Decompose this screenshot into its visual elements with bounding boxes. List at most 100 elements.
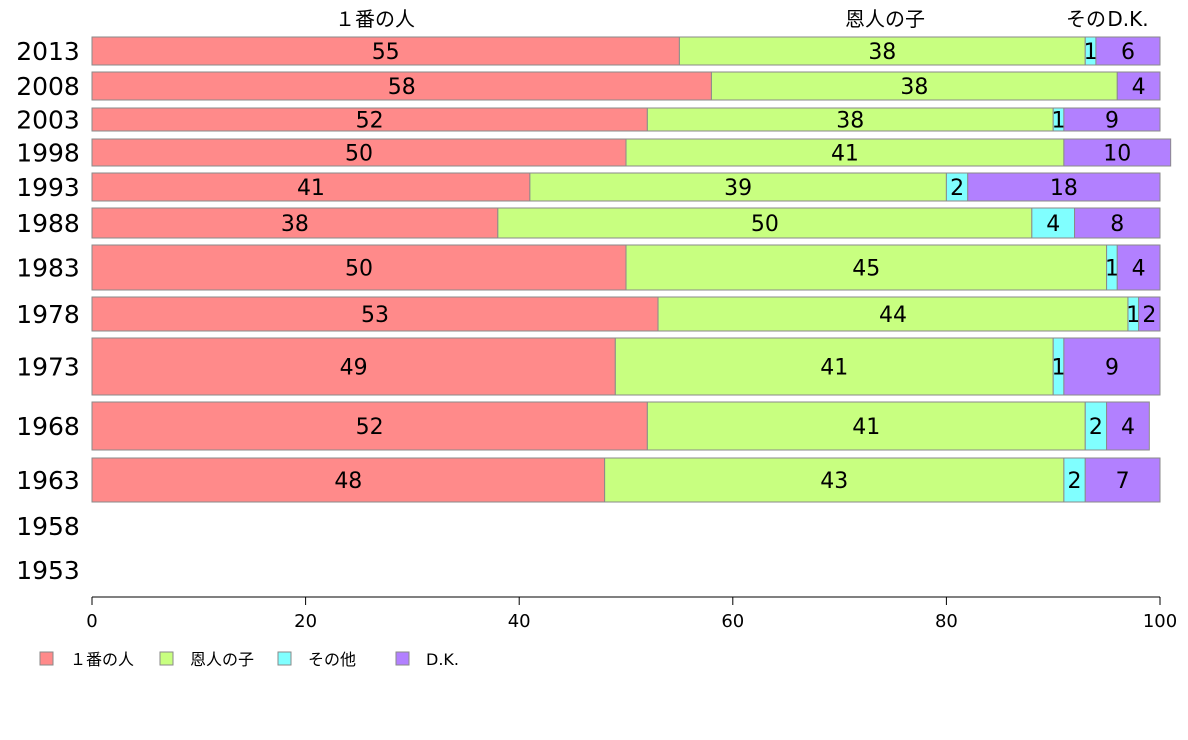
data-label-2013-s0: 55 — [372, 40, 400, 65]
bar-segment-1983-s0 — [91, 244, 627, 291]
data-label-2013-s3: 6 — [1121, 40, 1135, 65]
legend-swatch-2 — [277, 651, 292, 666]
bar-segment-2003-s3 — [1063, 107, 1161, 132]
top-label-1: 恩人の子 — [845, 7, 925, 31]
legend-swatch-0 — [39, 651, 54, 666]
data-label-1988-s3: 8 — [1110, 212, 1124, 237]
data-label-1973-s1: 41 — [820, 356, 848, 381]
bar-segment-2008-s3 — [1116, 71, 1161, 101]
data-label-2003-s0: 52 — [356, 109, 384, 134]
data-label-2003-s1: 38 — [836, 109, 864, 134]
x-tick-label-1: 20 — [294, 611, 317, 632]
bar-segment-1993-s3 — [967, 172, 1161, 202]
data-label-1988-s1: 50 — [751, 212, 779, 237]
top-series-labels: １番の人 恩人の子 その D.K. — [335, 7, 1149, 31]
bar-segment-2013-s0 — [91, 36, 680, 66]
bar-segment-1968-s0 — [91, 401, 648, 451]
data-label-1983-s0: 50 — [345, 257, 373, 282]
legend: １番の人 恩人の子 その他 D.K. — [39, 650, 459, 669]
bar-segment-1978-s1 — [657, 296, 1129, 332]
data-label-2003-s2: 1 — [1052, 109, 1066, 134]
data-label-1978-s2: 1 — [1126, 303, 1140, 328]
bar-segment-1973-s1 — [614, 337, 1054, 396]
data-label-1998-s1: 41 — [831, 142, 859, 167]
data-label-1998-s0: 50 — [345, 142, 373, 167]
y-label-1973: 1973 — [16, 353, 80, 382]
data-label-1973-s2: 1 — [1052, 356, 1066, 381]
bar-segment-1998-s0 — [91, 138, 627, 167]
data-label-1978-s0: 53 — [361, 303, 389, 328]
y-label-1953: 1953 — [16, 556, 80, 585]
bar-segment-2008-s1 — [710, 71, 1118, 101]
y-label-1978: 1978 — [16, 300, 80, 329]
data-label-1968-s1: 41 — [852, 415, 880, 440]
y-label-1998: 1998 — [16, 139, 80, 168]
data-label-1973-s3: 9 — [1105, 356, 1119, 381]
x-tick-label-3: 60 — [721, 611, 744, 632]
legend-label-0: １番の人 — [70, 650, 134, 669]
top-label-3: D.K. — [1107, 7, 1148, 31]
bar-segment-1993-s1 — [529, 172, 947, 202]
data-label-1998-s3: 10 — [1103, 142, 1131, 167]
data-label-2013-s2: 1 — [1084, 40, 1098, 65]
data-label-1968-s3: 4 — [1121, 415, 1135, 440]
data-label-2013-s1: 38 — [868, 40, 896, 65]
data-label-1978-s3: 2 — [1142, 303, 1156, 328]
bar-segment-1978-s3 — [1138, 296, 1161, 332]
top-label-2: その — [1066, 7, 1106, 31]
x-axis: 0 20 40 60 80 100 — [86, 596, 1177, 632]
data-label-2003-s3: 9 — [1105, 109, 1119, 134]
bar-segment-1978-s0 — [91, 296, 659, 332]
bar-segment-1988-s1 — [497, 207, 1033, 239]
legend-label-3: D.K. — [426, 650, 459, 669]
bar-segment-1988-s2 — [1031, 207, 1076, 239]
data-label-1988-s2: 4 — [1046, 212, 1060, 237]
y-label-1963: 1963 — [16, 466, 80, 495]
data-label-1983-s3: 4 — [1132, 257, 1146, 282]
x-tick-label-4: 80 — [935, 611, 958, 632]
x-tick-label-5: 100 — [1143, 611, 1177, 632]
data-label-1968-s2: 2 — [1089, 415, 1103, 440]
bar-segment-2008-s0 — [91, 71, 712, 101]
bar-segment-1973-s3 — [1063, 337, 1161, 396]
bar-segment-1988-s3 — [1074, 207, 1161, 239]
bar-segment-1993-s0 — [91, 172, 531, 202]
y-axis-labels: 2013 2008 2003 1998 1993 1988 1983 1978 1973 1968… — [16, 37, 80, 585]
bar-segment-2013-s1 — [678, 36, 1086, 66]
data-label-1993-s0: 41 — [297, 176, 325, 201]
y-label-1968: 1968 — [16, 412, 80, 441]
bar-segment-1988-s0 — [91, 207, 499, 239]
bar-segment-1973-s0 — [91, 337, 616, 396]
y-label-1958: 1958 — [16, 512, 80, 541]
x-tick-label-0: 0 — [86, 611, 97, 632]
data-label-1983-s2: 1 — [1105, 257, 1119, 282]
bar-segment-1963-s0 — [91, 457, 606, 503]
bar-segment-1963-s1 — [604, 457, 1065, 503]
legend-label-2: その他 — [308, 650, 356, 669]
data-label-1993-s3: 18 — [1050, 176, 1078, 201]
y-label-1993: 1993 — [16, 173, 80, 202]
bar-segment-1968-s3 — [1106, 401, 1150, 451]
data-label-1963-s3: 7 — [1116, 469, 1130, 494]
y-label-2003: 2003 — [16, 106, 80, 135]
data-label-1993-s2: 2 — [950, 176, 964, 201]
data-label-1963-s0: 48 — [334, 469, 362, 494]
top-label-0: １番の人 — [335, 7, 415, 31]
bar-segment-1983-s3 — [1116, 244, 1161, 291]
data-label-1968-s0: 52 — [356, 415, 384, 440]
data-label-1993-s1: 39 — [724, 176, 752, 201]
y-label-1988: 1988 — [16, 209, 80, 238]
y-label-2013: 2013 — [16, 37, 80, 66]
data-label-2008-s0: 58 — [388, 75, 416, 100]
data-label-2008-s3: 4 — [1132, 75, 1146, 100]
bar-segment-1963-s3 — [1084, 457, 1161, 503]
data-label-1978-s1: 44 — [879, 303, 907, 328]
y-label-1983: 1983 — [16, 254, 80, 283]
data-label-1988-s0: 38 — [281, 212, 309, 237]
bar-segment-2013-s3 — [1095, 36, 1161, 66]
y-label-2008: 2008 — [16, 72, 80, 101]
legend-swatch-1 — [159, 651, 174, 666]
